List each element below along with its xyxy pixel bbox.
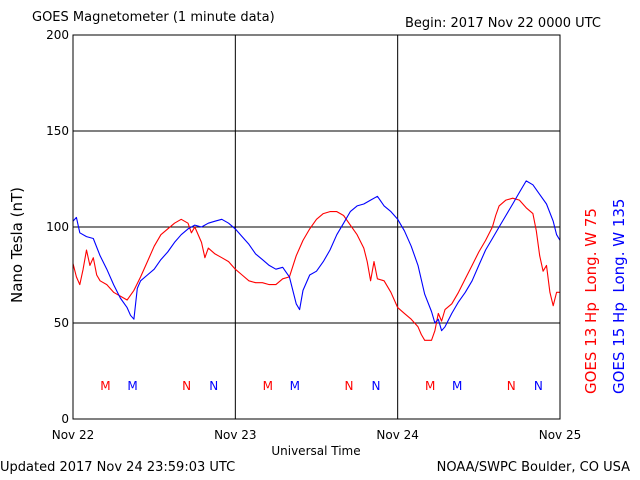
grid-lines — [73, 35, 560, 419]
begin-time-label: Begin: 2017 Nov 22 0000 UTC — [405, 16, 601, 31]
y-tick-label: 50 — [54, 316, 69, 330]
marker-m: M — [127, 379, 137, 393]
y-axis-label: Nano Tesla (nT) — [8, 187, 26, 303]
x-tick-label: Nov 23 — [214, 428, 257, 442]
marker-m: M — [263, 379, 273, 393]
marker-n: N — [507, 379, 516, 393]
x-axis-label: Universal Time — [271, 444, 360, 458]
x-tick-label: Nov 25 — [539, 428, 582, 442]
axis-labels: 0 50 100 150 200 Nov 22 Nov 23 Nov 24 Nov 25 — [46, 28, 581, 442]
marker-n: N — [534, 379, 543, 393]
legend-entry: GOES 15 Hp Long. W 135 — [610, 199, 628, 394]
marker-m: M — [452, 379, 462, 393]
marker-n: N — [182, 379, 191, 393]
marker-m: M — [100, 379, 110, 393]
x-tick-label: Nov 24 — [376, 428, 419, 442]
marker-n: N — [209, 379, 218, 393]
y-tick-label: 100 — [46, 220, 69, 234]
x-tick-label: Nov 22 — [52, 428, 95, 442]
legend-entry: GOES 13 Hp Long. W 75 — [582, 208, 600, 394]
marker-m: M — [425, 379, 435, 393]
series-line-goes-15-hp — [72, 180, 561, 332]
marker-m: M — [290, 379, 300, 393]
credit-text: NOAA/SWPC Boulder, CO USA — [436, 460, 630, 475]
legend: GOES 13 Hp Long. W 75 GOES 15 Hp Long. W … — [582, 199, 628, 394]
series-line-goes-13-hp — [72, 197, 560, 341]
marker-n: N — [372, 379, 381, 393]
y-tick-label: 150 — [46, 124, 69, 138]
chart-title: GOES Magnetometer (1 minute data) — [32, 10, 275, 25]
marker-n: N — [344, 379, 353, 393]
y-tick-label: 200 — [46, 28, 69, 42]
series-lines — [72, 180, 561, 341]
updated-timestamp: Updated 2017 Nov 24 23:59:03 UTC — [0, 460, 236, 475]
y-tick-label: 0 — [61, 412, 69, 426]
plot-frame — [72, 34, 561, 420]
